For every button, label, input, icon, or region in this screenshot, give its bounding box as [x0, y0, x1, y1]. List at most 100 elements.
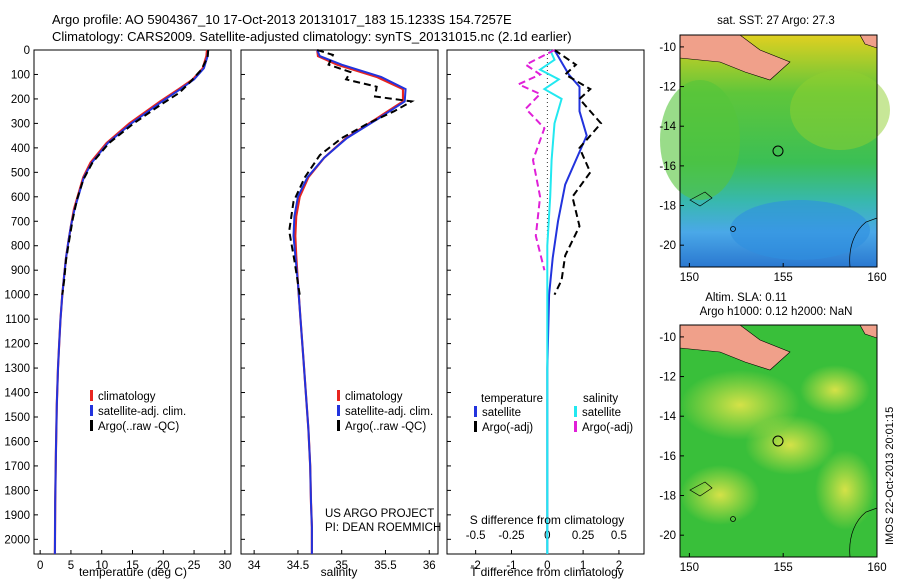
depth-tick-label: 600: [11, 192, 30, 204]
salinity-tick-label: 35: [335, 560, 348, 572]
salinity-tick-label: 35.5: [374, 560, 396, 572]
map-lon-label: 155: [774, 562, 793, 574]
map-lon-label: 160: [867, 272, 886, 284]
depth-tick-label: 900: [11, 265, 30, 277]
depth-tick-label: 1900: [4, 510, 30, 522]
land-mass: [679, 324, 791, 371]
depth-tick-label: 2000: [4, 534, 30, 546]
map-lon-label: 160: [867, 562, 886, 574]
difference-panel: [446, 49, 645, 555]
legend-label: Argo(..raw -QC): [345, 421, 426, 433]
title-line-2: Climatology: CARS2009. Satellite-adjuste…: [52, 29, 572, 44]
series-line-argo-adj-: [553, 49, 603, 296]
legend-swatch-argo: [337, 420, 340, 431]
temperature-axis-label: temperature (deg C): [79, 565, 187, 579]
series-line-argo-adj-: [516, 49, 555, 271]
depth-tick-label: 800: [11, 241, 30, 253]
temperature-legend: climatology satellite-adj. clim. Argo(..…: [90, 390, 186, 433]
map-lat-label: -14: [659, 411, 676, 423]
legend-label: satellite: [582, 407, 621, 419]
map-lat-label: -12: [659, 372, 676, 384]
salinity-tick-label: 34: [248, 560, 261, 572]
legend-swatch-climatology: [90, 390, 93, 401]
temperature-tick-label: 5: [68, 560, 74, 572]
legend-swatch-satellite: [337, 405, 340, 416]
title-line-1: Argo profile: AO 5904367_10 17-Oct-2013 …: [52, 12, 512, 27]
depth-tick-label: 1300: [4, 363, 30, 375]
map-lat-label: -14: [659, 121, 676, 133]
imos-timestamp: IMOS 22-Oct-2013 20:01:15: [884, 406, 896, 545]
temperature-tick-label: 15: [126, 560, 139, 572]
t-difference-tick-label: -1: [506, 560, 516, 572]
depth-tick-label: 500: [11, 167, 30, 179]
map-lat-label: -10: [659, 332, 676, 344]
depth-tick-label: 400: [11, 143, 30, 155]
temperature-tick-label: 20: [157, 560, 170, 572]
legend-label: satellite-adj. clim.: [345, 406, 433, 418]
depth-tick-label: 1500: [4, 412, 30, 424]
sst-map: [660, 34, 890, 268]
depth-tick-label: 1600: [4, 436, 30, 448]
legend-label: satellite: [482, 407, 521, 419]
map-lat-label: -18: [659, 491, 676, 503]
map-lat-label: -20: [659, 530, 676, 542]
legend-label: Argo(-adj): [482, 422, 533, 434]
temperature-tick-label: 25: [188, 560, 201, 572]
legend-title-salinity: salinity: [583, 393, 618, 405]
series-line-argo-raw-qc-: [288, 49, 415, 295]
map-lat-label: -18: [659, 201, 676, 213]
t-difference-tick-label: 0: [544, 560, 550, 572]
depth-tick-label: 1200: [4, 339, 30, 351]
legend-swatch-argo: [90, 420, 93, 431]
legend-label: climatology: [345, 391, 403, 403]
legend-title-temperature: temperature: [481, 393, 543, 405]
s-difference-tick-label: -0.25: [498, 530, 524, 542]
legend-swatch-t-satellite: [474, 406, 477, 417]
t-difference-tick-label: 1: [580, 560, 586, 572]
depth-tick-label: 0: [24, 45, 30, 57]
depth-tick-label: 700: [11, 216, 30, 228]
s-difference-tick-label: 0.5: [611, 530, 627, 542]
legend-swatch-s-argo: [574, 421, 577, 432]
temperature-tick-label: 30: [218, 560, 231, 572]
map-lat-label: -10: [659, 42, 676, 54]
difference-legend: temperature salinity satellite Argo(-adj…: [474, 393, 633, 434]
legend-label: climatology: [98, 391, 156, 403]
sla-map-title-2: Argo h1000: 0.12 h2000: NaN: [700, 306, 853, 318]
t-difference-axis-label: T difference from climatology: [470, 565, 624, 579]
salinity-axis-label: salinity: [321, 565, 358, 579]
legend-label: Argo(-adj): [582, 422, 633, 434]
depth-tick-label: 1000: [4, 290, 30, 302]
depth-tick-label: 100: [11, 69, 30, 81]
depth-tick-label: 1800: [4, 485, 30, 497]
depth-tick-label: 1400: [4, 388, 30, 400]
series-line-satellite: [538, 49, 563, 554]
legend-swatch-satellite: [90, 405, 93, 416]
legend-swatch-climatology: [337, 390, 340, 401]
sla-map: [679, 324, 878, 558]
map-lon-label: 155: [774, 272, 793, 284]
legend-label: satellite-adj. clim.: [98, 406, 186, 418]
legend-swatch-s-satellite: [574, 406, 577, 417]
project-credit: US ARGO PROJECT: [325, 508, 434, 520]
s-difference-axis-label: S difference from climatology: [470, 513, 625, 527]
depth-tick-label: 300: [11, 118, 30, 130]
legend-swatch-t-argo: [474, 421, 477, 432]
t-difference-tick-label: 2: [616, 560, 622, 572]
t-difference-tick-label: -2: [471, 560, 481, 572]
sst-map-title: sat. SST: 27 Argo: 27.3: [717, 15, 835, 27]
map-lat-label: -16: [659, 451, 676, 463]
sla-map-title-1: Altim. SLA: 0.11: [705, 292, 787, 304]
map-lat-label: -20: [659, 240, 676, 252]
series-line-satellite-adj-clim-: [292, 49, 407, 554]
salinity-tick-label: 34.5: [287, 560, 309, 572]
map-lat-label: -16: [659, 161, 676, 173]
salinity-legend: climatology satellite-adj. clim. Argo(..…: [337, 390, 433, 433]
map-lon-label: 150: [680, 562, 699, 574]
s-difference-tick-label: -0.5: [466, 530, 486, 542]
series-line-satellite: [546, 49, 588, 554]
land-mass: [679, 34, 791, 81]
s-difference-tick-label: 0.25: [572, 530, 594, 542]
depth-tick-label: 1700: [4, 461, 30, 473]
